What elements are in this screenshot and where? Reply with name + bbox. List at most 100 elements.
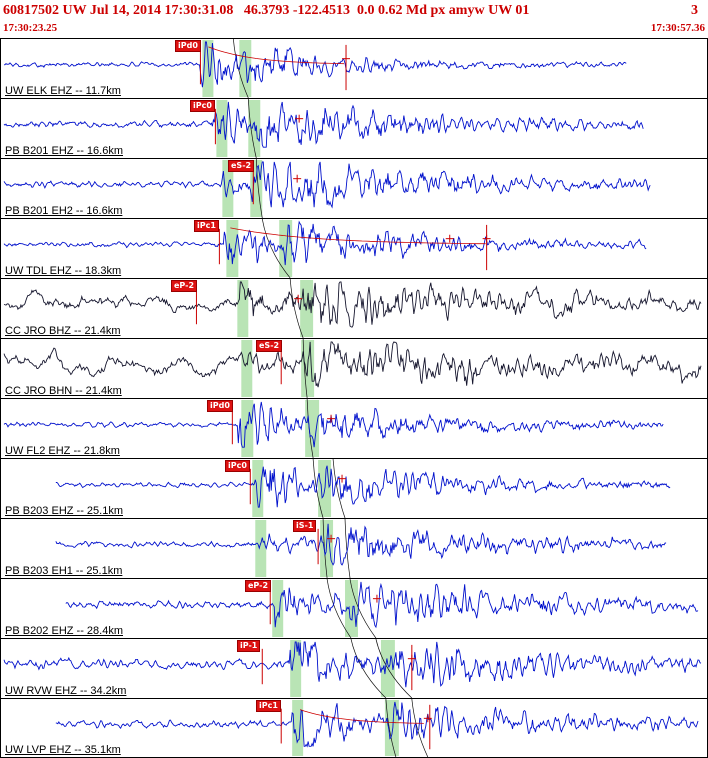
window-end-time: 17:30:57.36 — [650, 22, 705, 34]
moveout-curve — [350, 639, 387, 698]
moveout-curve — [349, 579, 377, 638]
trace-panel[interactable]: eS-2 PB B201 EH2 -- 16.6km — [0, 158, 708, 218]
seismogram-waveform — [3, 220, 647, 266]
seismogram-waveform — [3, 101, 644, 148]
moveout-curve — [375, 639, 413, 698]
highlight-band — [345, 579, 358, 638]
phase-pick-flag[interactable]: iPc0 — [225, 460, 250, 472]
coda-decay-curve — [230, 227, 486, 245]
moveout-curve — [302, 339, 308, 398]
moveout-curve — [289, 279, 304, 338]
phase-pick-flag[interactable]: iPc1 — [256, 700, 281, 712]
highlight-band — [272, 579, 284, 638]
moveout-curve — [232, 39, 249, 98]
seismogram-waveform — [55, 523, 667, 566]
seismogram-waveform — [65, 581, 699, 629]
highlight-band — [216, 99, 228, 158]
seismogram-waveform — [3, 341, 702, 388]
phase-pick-flag[interactable]: iPd0 — [175, 40, 201, 52]
station-channel-label: UW TDL EHZ -- 18.3km — [5, 265, 122, 277]
highlight-band — [290, 639, 302, 698]
phase-pick-flag[interactable]: iPc1 — [194, 220, 219, 232]
phase-pick-flag[interactable]: eP-2 — [245, 580, 272, 592]
seismogram-waveform — [3, 161, 651, 209]
highlight-band — [250, 159, 263, 218]
moveout-curve — [344, 519, 351, 578]
moveout-curve — [255, 159, 263, 218]
station-channel-label: UW LVP EHZ -- 35.1km — [5, 744, 121, 756]
moveout-curve — [261, 219, 291, 278]
trace-panel[interactable]: iPc1 UW LVP EHZ -- 35.1km — [0, 698, 708, 758]
phase-pick-flag[interactable]: iS-1 — [293, 520, 317, 532]
station-channel-label: PB B203 EHZ -- 25.1km — [5, 505, 123, 517]
highlight-band — [237, 279, 249, 338]
station-channel-label: UW FL2 EHZ -- 21.8km — [5, 445, 120, 457]
trace-plot[interactable] — [1, 159, 707, 218]
moveout-curve — [247, 99, 257, 158]
moveout-curve — [326, 579, 352, 638]
highlight-band — [384, 699, 399, 757]
seismogram-waveform — [55, 701, 699, 748]
trace-panel[interactable]: iPc0 PB B201 EHZ -- 16.6km — [0, 98, 708, 158]
phase-pick-flag[interactable]: eS-2 — [228, 160, 255, 172]
trace-panel[interactable]: iPc0 PB B203 EHZ -- 25.1km — [0, 458, 708, 518]
highlight-band — [202, 39, 214, 98]
event-flag-count: 3 — [691, 3, 698, 18]
trace-panel[interactable]: iPc1 UW TDL EHZ -- 18.3km — [0, 218, 708, 278]
time-axis-bar: 17:30:23.25 17:30:57.36 — [0, 22, 708, 38]
coda-decay-curve — [300, 709, 424, 724]
coda-decay-curve — [208, 46, 345, 65]
trace-plot[interactable] — [1, 459, 707, 518]
trace-plot[interactable] — [1, 99, 707, 158]
moveout-curve — [332, 459, 346, 518]
station-channel-label: PB B202 EHZ -- 28.4km — [5, 625, 123, 637]
station-channel-label: CC JRO BHZ -- 21.4km — [5, 325, 121, 337]
highlight-band — [241, 339, 253, 398]
trace-panel[interactable]: iPd0 UW ELK EHZ -- 11.7km — [0, 38, 708, 98]
phase-pick-flag[interactable]: eS-2 — [256, 340, 283, 352]
trace-plot[interactable] — [1, 279, 707, 338]
seismogram-waveform — [55, 465, 671, 508]
trace-panel[interactable]: eS-2 CC JRO BHN -- 21.4km — [0, 338, 708, 398]
highlight-band — [305, 399, 320, 458]
trace-panel[interactable]: iPd0 UW FL2 EHZ -- 21.8km — [0, 398, 708, 458]
highlight-band — [248, 99, 261, 158]
station-channel-label: UW RVW EHZ -- 34.2km — [5, 685, 127, 697]
highlight-band — [226, 219, 239, 278]
station-channel-label: PB B203 EH1 -- 25.1km — [5, 565, 123, 577]
phase-pick-flag[interactable]: eP-2 — [171, 280, 198, 292]
trace-panel-stack: iPd0 UW ELK EHZ -- 11.7km iPc0 PB B201 EHZ … — [0, 38, 708, 758]
station-channel-label: UW ELK EHZ -- 11.7km — [5, 85, 121, 97]
phase-pick-flag[interactable]: iPc0 — [190, 100, 215, 112]
window-start-time: 17:30:23.25 — [3, 22, 58, 34]
trace-plot[interactable] — [1, 399, 707, 458]
trace-panel[interactable]: eP-2 PB B202 EHZ -- 28.4km — [0, 578, 708, 638]
phase-pick-flag[interactable]: iP-1 — [237, 640, 261, 652]
phase-pick-flag[interactable]: iPd0 — [207, 400, 233, 412]
trace-panel[interactable]: iP-1 UW RVW EHZ -- 34.2km — [0, 638, 708, 698]
trace-panel[interactable]: eP-2 CC JRO BHZ -- 21.4km — [0, 278, 708, 338]
trace-plot[interactable] — [1, 339, 707, 398]
trace-panel[interactable]: iS-1 PB B203 EH1 -- 25.1km — [0, 518, 708, 578]
event-header: 60817502 UW Jul 14, 2014 17:30:31.08 46.… — [0, 0, 708, 22]
station-channel-label: PB B201 EHZ -- 16.6km — [5, 145, 123, 157]
trace-plot[interactable] — [1, 699, 707, 757]
station-channel-label: PB B201 EH2 -- 16.6km — [5, 205, 123, 217]
highlight-band — [279, 219, 293, 278]
highlight-band — [292, 699, 304, 757]
seismogram-waveform — [3, 401, 664, 448]
highlight-band — [255, 519, 267, 578]
event-summary-text: 60817502 UW Jul 14, 2014 17:30:31.08 46.… — [3, 3, 530, 18]
trace-plot[interactable] — [1, 219, 707, 278]
trace-plot[interactable] — [1, 39, 707, 98]
seismogram-waveform — [3, 41, 627, 88]
highlight-band — [241, 399, 254, 458]
station-channel-label: CC JRO BHN -- 21.4km — [5, 385, 122, 397]
seismogram-waveform — [3, 641, 702, 688]
moveout-curve — [385, 699, 397, 757]
trace-plot[interactable] — [1, 639, 707, 698]
trace-plot[interactable] — [1, 519, 707, 578]
trace-plot[interactable] — [1, 579, 707, 638]
highlight-band — [239, 39, 252, 98]
